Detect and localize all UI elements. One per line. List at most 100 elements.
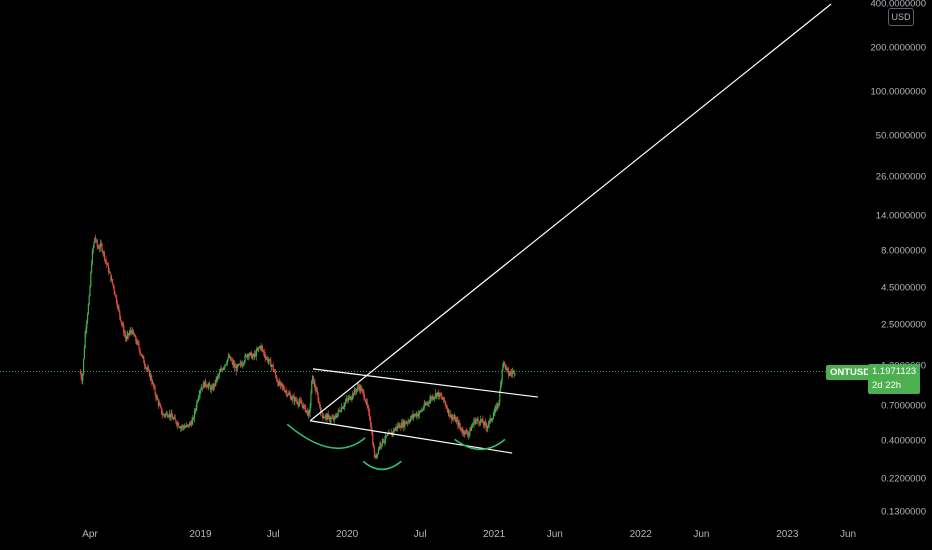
candle-body <box>90 272 92 286</box>
candle-body <box>242 364 244 366</box>
candle-body <box>385 435 388 437</box>
time-tick-label: 2023 <box>776 529 799 540</box>
candle-body <box>456 419 458 421</box>
candle-body <box>283 386 285 390</box>
candle-body <box>332 417 335 421</box>
currency-badge[interactable]: USD <box>888 8 914 26</box>
candle-body <box>314 382 316 388</box>
candle-body <box>418 411 420 414</box>
candle-body <box>204 380 206 388</box>
candle-body <box>365 401 367 403</box>
time-axis[interactable]: Apr 2019 Jul 2020 Jul 2021 Jun 2022 Jun 2023 Jun <box>0 522 868 550</box>
candle-body <box>441 396 443 399</box>
candle-body <box>243 361 245 364</box>
candle-body <box>331 417 333 419</box>
candle-body <box>503 361 505 364</box>
candle-body <box>238 364 241 365</box>
candle-body <box>378 447 380 449</box>
candle-body <box>166 413 168 417</box>
candle-body <box>458 422 461 427</box>
trendline[interactable] <box>312 368 538 398</box>
candle-body <box>180 427 182 429</box>
candle-body <box>446 406 448 409</box>
candle-body <box>435 393 437 397</box>
candle-body <box>462 430 464 433</box>
chart-plot-area[interactable] <box>0 0 868 522</box>
time-tick-label: Jun <box>693 529 710 540</box>
candle-body <box>141 355 143 357</box>
cup-arc[interactable] <box>454 438 506 451</box>
candle-body <box>205 384 208 387</box>
candle-body <box>458 422 460 426</box>
candle-body <box>195 407 197 411</box>
candle-body <box>91 264 93 273</box>
candle-body <box>454 416 456 419</box>
candle-body <box>503 361 506 365</box>
candle-body <box>111 279 113 281</box>
candle-body <box>304 405 306 412</box>
candle-body <box>93 241 95 248</box>
candle-body <box>394 428 396 431</box>
price-axis[interactable]: 400.0000000 200.0000000 100.0000000 50.0000… <box>868 0 932 550</box>
candle-body <box>83 347 85 359</box>
candle-body <box>87 304 89 315</box>
candle-body <box>340 411 342 413</box>
candle-body <box>401 422 403 428</box>
candle-body <box>267 360 269 362</box>
candle-body <box>155 393 157 398</box>
candle-body <box>469 428 471 433</box>
candle-body <box>363 392 365 398</box>
candle-body <box>294 397 296 402</box>
candle-body <box>326 415 328 420</box>
candle-body <box>338 410 340 412</box>
candle-body <box>198 394 200 398</box>
candle-body <box>393 429 396 431</box>
candle-body <box>499 384 502 392</box>
candle-body <box>225 364 227 366</box>
candle-body <box>393 429 395 433</box>
candle-body <box>259 346 261 348</box>
candle-body <box>274 371 276 372</box>
candle-body <box>483 422 486 426</box>
candle-body <box>343 406 345 408</box>
candle-body <box>376 453 378 458</box>
candle-body <box>406 422 408 424</box>
cup-arc[interactable] <box>286 423 366 450</box>
candle-body <box>219 371 221 373</box>
candle-body <box>438 391 440 397</box>
candle-body <box>185 425 188 427</box>
candle-body <box>115 295 117 297</box>
cup-arc[interactable] <box>362 460 402 471</box>
candle-body <box>162 414 164 416</box>
candle-body <box>386 434 388 437</box>
candle-body <box>415 414 417 417</box>
candle-body <box>317 394 319 401</box>
candle-body <box>350 398 352 400</box>
candle-body <box>132 330 134 334</box>
candle-body <box>167 416 169 417</box>
candle-body <box>510 372 512 374</box>
candle-body <box>330 417 332 420</box>
candle-body <box>464 430 466 435</box>
candle-body <box>307 410 309 416</box>
candle-body <box>189 422 191 427</box>
candle-body <box>303 405 305 408</box>
candle-body <box>321 411 323 416</box>
candle-body <box>471 426 473 431</box>
candle-body <box>500 380 502 385</box>
trendline[interactable] <box>309 3 832 422</box>
candle-body <box>417 413 420 416</box>
candle-body <box>439 393 441 396</box>
candle-body <box>95 240 98 242</box>
candle-body <box>487 425 489 429</box>
candle-body <box>153 386 155 388</box>
trendline[interactable] <box>310 420 513 454</box>
last-price-tag: 1.1971123 2d 22h <box>868 364 920 394</box>
candle-body <box>233 364 235 365</box>
candle-body <box>436 393 438 397</box>
candle-body <box>82 358 85 374</box>
candle-body <box>372 444 375 448</box>
candle-body <box>405 421 407 424</box>
candle-body <box>282 385 284 387</box>
candle-body <box>322 415 324 418</box>
